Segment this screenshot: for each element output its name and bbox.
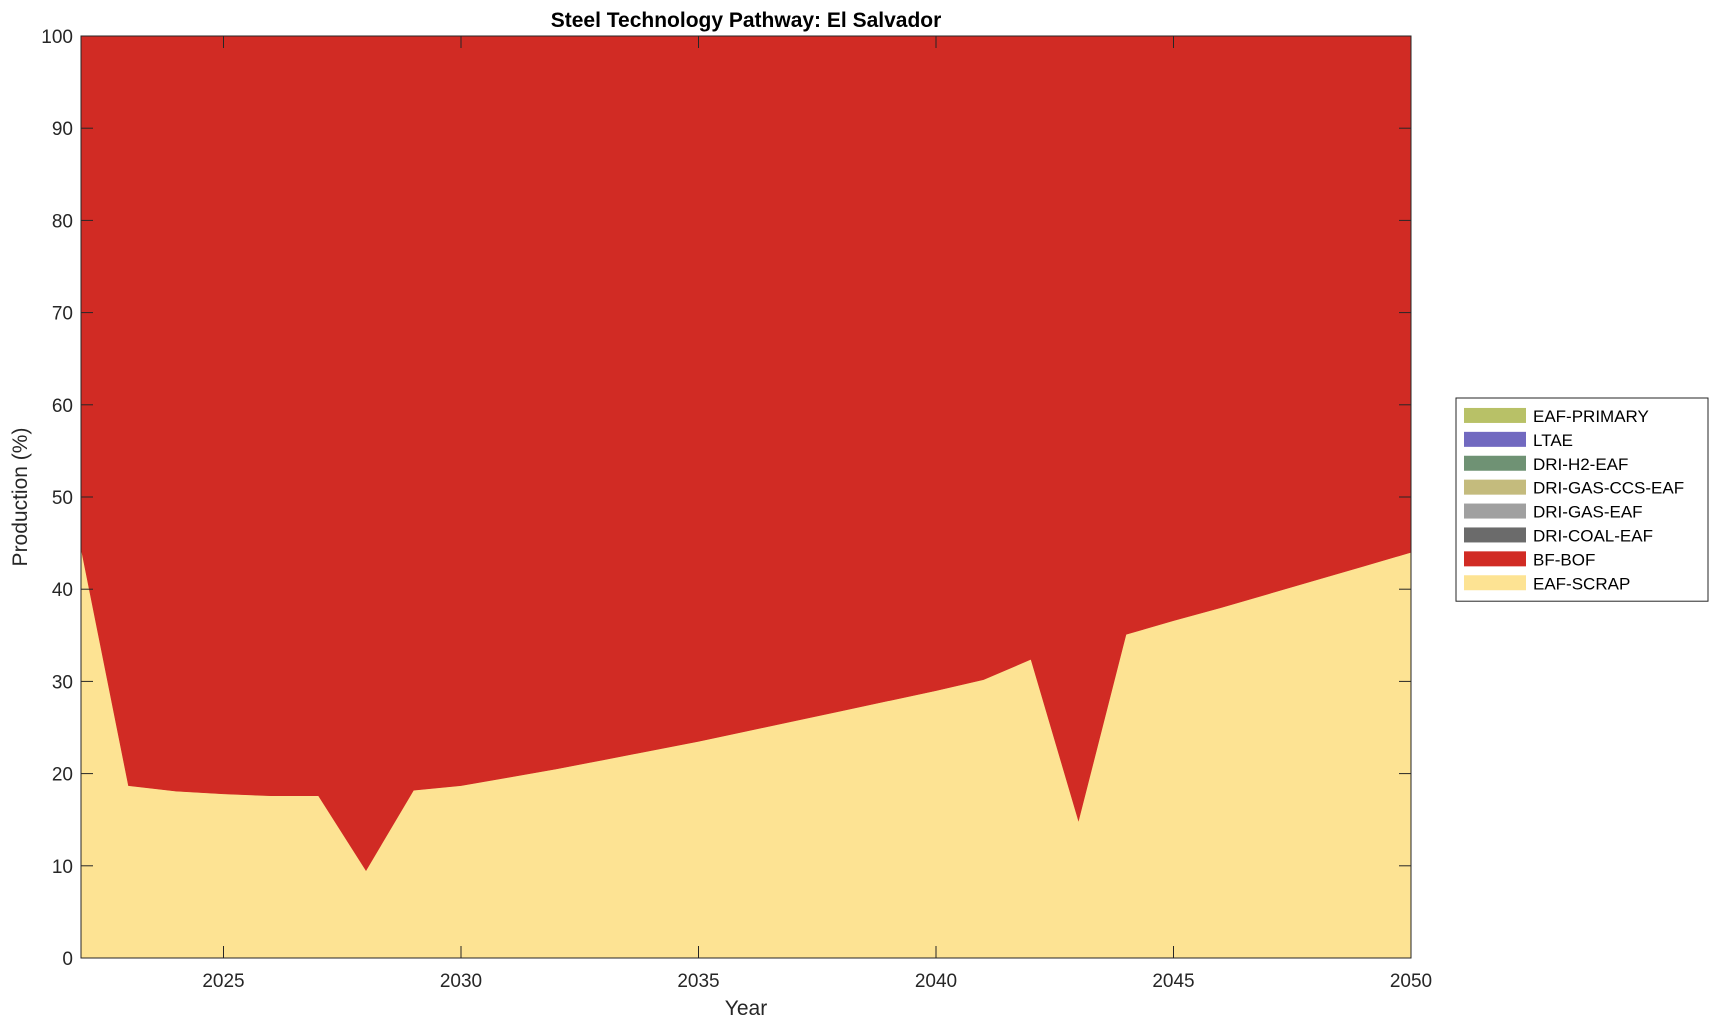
legend-swatch-eaf-primary — [1464, 407, 1526, 423]
y-tick-label: 100 — [41, 27, 73, 48]
y-tick-label: 10 — [52, 857, 73, 878]
legend-swatch-eaf-scrap — [1464, 575, 1526, 591]
legend-swatch-ltae — [1464, 431, 1526, 447]
legend-label-bf-bof: BF-BOF — [1533, 550, 1595, 569]
x-tick-label: 2025 — [202, 971, 244, 992]
x-tick-label: 2045 — [1152, 971, 1194, 992]
legend-label-eaf-primary: EAF-PRIMARY — [1533, 407, 1649, 426]
legend-label-dri-gas-ccs-eaf: DRI-GAS-CCS-EAF — [1533, 479, 1684, 498]
chart-title: Steel Technology Pathway: El Salvador — [551, 9, 942, 32]
area-layer — [80, 35, 1412, 959]
x-tick-label: 2030 — [440, 971, 482, 992]
x-axis: 2025 2030 2035 2040 2045 2050 — [202, 36, 1432, 992]
legend-label-dri-coal-eaf: DRI-COAL-EAF — [1533, 526, 1653, 545]
legend-swatch-dri-gas-ccs-eaf — [1464, 479, 1526, 495]
legend-label-ltae: LTAE — [1533, 431, 1573, 450]
y-tick-label: 70 — [52, 304, 73, 325]
y-tick-label: 30 — [52, 672, 73, 693]
y-tick-label: 40 — [52, 580, 73, 601]
legend-swatch-dri-h2-eaf — [1464, 455, 1526, 471]
y-axis-title: Production (%) — [9, 428, 32, 567]
y-tick-label: 80 — [52, 211, 73, 232]
y-tick-label: 50 — [52, 488, 73, 509]
legend-box — [1455, 397, 1709, 602]
legend-label-dri-h2-eaf: DRI-H2-EAF — [1533, 455, 1628, 474]
x-tick-label: 2040 — [915, 971, 957, 992]
legend-swatch-dri-coal-eaf — [1464, 527, 1526, 543]
x-axis-title: Year — [725, 997, 767, 1020]
legend-swatch-dri-gas-eaf — [1464, 503, 1526, 519]
legend-swatch-bf-bof — [1464, 551, 1526, 567]
x-tick-label: 2050 — [1390, 971, 1432, 992]
y-tick-label: 0 — [62, 949, 73, 970]
y-axis: 0 10 20 30 40 50 60 70 80 90 100 — [41, 27, 1411, 970]
legend: EAF-PRIMARY LTAE DRI-H2-EAF DRI-GAS-CCS-EAF… — [1455, 397, 1709, 602]
y-tick-label: 20 — [52, 765, 73, 786]
legend-label-dri-gas-eaf: DRI-GAS-EAF — [1533, 503, 1643, 522]
x-tick-label: 2035 — [677, 971, 719, 992]
y-tick-label: 90 — [52, 119, 73, 140]
legend-label-eaf-scrap: EAF-SCRAP — [1533, 574, 1630, 593]
y-tick-label: 60 — [52, 396, 73, 417]
